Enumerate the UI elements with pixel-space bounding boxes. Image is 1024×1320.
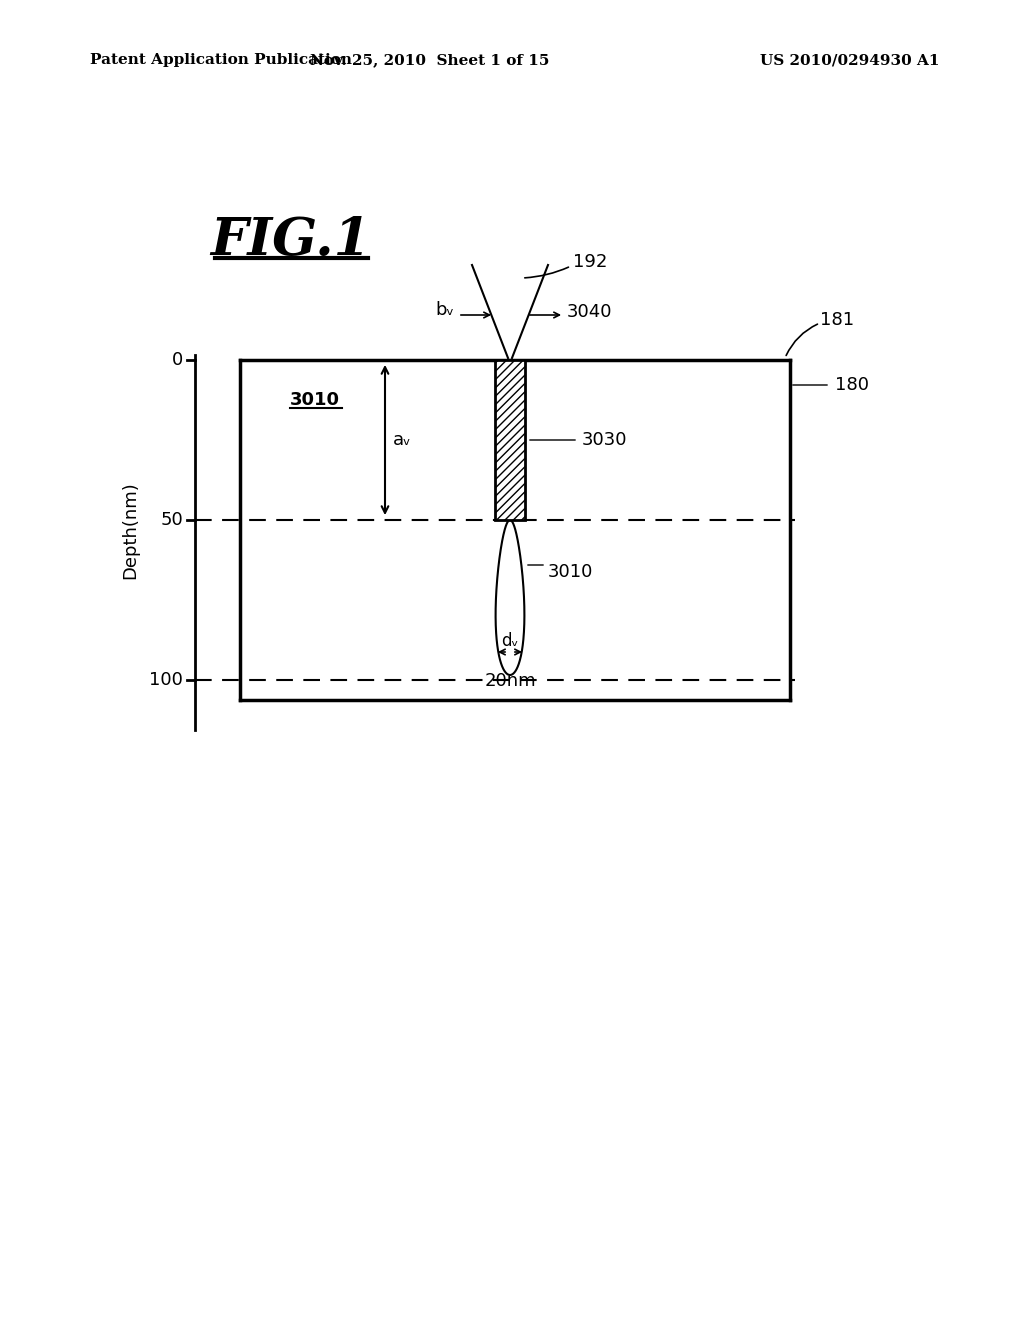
Text: 3010: 3010 (548, 564, 593, 581)
Text: Depth(nm): Depth(nm) (121, 480, 139, 579)
Text: FIG.1: FIG.1 (210, 214, 371, 265)
Text: 180: 180 (835, 376, 869, 393)
Text: 20nm: 20nm (484, 672, 536, 690)
Text: US 2010/0294930 A1: US 2010/0294930 A1 (760, 53, 939, 67)
Text: Patent Application Publication: Patent Application Publication (90, 53, 352, 67)
Text: 100: 100 (150, 671, 183, 689)
Text: 192: 192 (573, 253, 607, 271)
Text: 3010: 3010 (290, 391, 340, 409)
Text: bᵥ: bᵥ (435, 301, 455, 319)
Text: aᵥ: aᵥ (393, 432, 412, 449)
Text: Nov. 25, 2010  Sheet 1 of 15: Nov. 25, 2010 Sheet 1 of 15 (310, 53, 550, 67)
Text: 50: 50 (160, 511, 183, 529)
Text: 3040: 3040 (567, 304, 612, 321)
Text: 3030: 3030 (582, 432, 628, 449)
Text: 0: 0 (172, 351, 183, 370)
Bar (495, 360, 525, 520)
Text: dᵥ: dᵥ (502, 632, 519, 649)
Text: 181: 181 (820, 312, 854, 329)
